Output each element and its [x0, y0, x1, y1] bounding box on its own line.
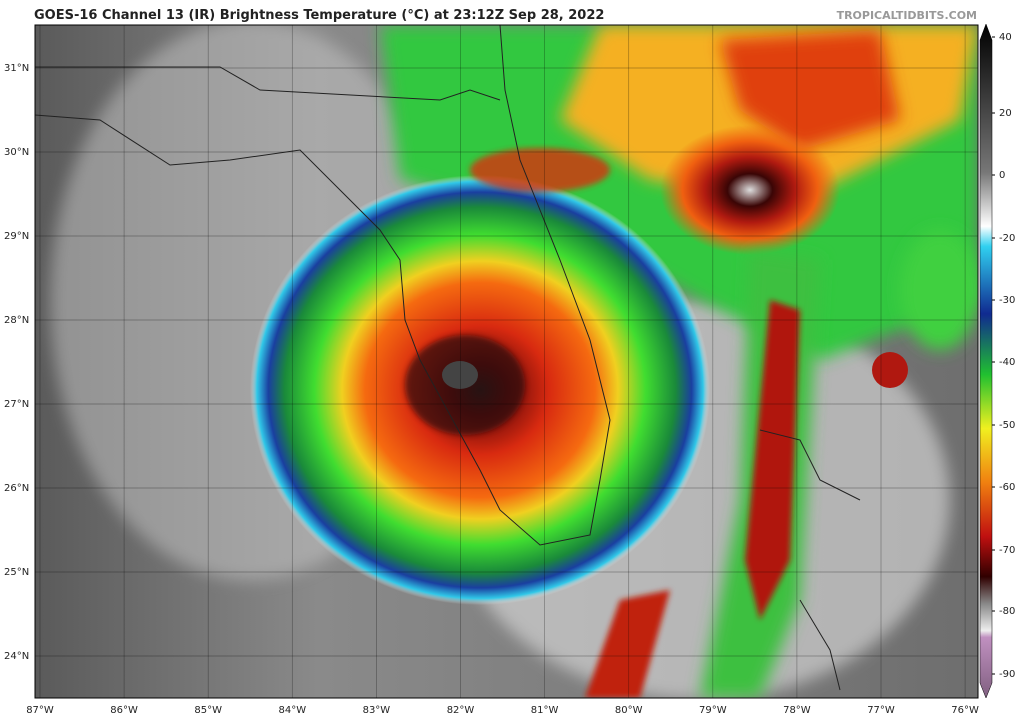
colorbar-label: -20: [999, 233, 1015, 244]
longitude-label: 87°W: [26, 705, 54, 716]
colorbar-label: -40: [999, 357, 1015, 368]
latitude-label: 30°N: [4, 147, 29, 158]
colorbar-label: -50: [999, 420, 1015, 431]
longitude-label: 86°W: [110, 705, 138, 716]
colorbar-label: -70: [999, 545, 1015, 556]
colorbar-label: 20: [999, 108, 1012, 119]
latitude-label: 25°N: [4, 567, 29, 578]
longitude-label: 82°W: [447, 705, 475, 716]
watermark: TROPICALTIDBITS.COM: [837, 9, 977, 22]
satellite-image: [35, 25, 978, 698]
colorbar-label: 40: [999, 32, 1012, 43]
latitude-label: 29°N: [4, 231, 29, 242]
longitude-label: 85°W: [194, 705, 222, 716]
longitude-label: 77°W: [867, 705, 895, 716]
latitude-label: 28°N: [4, 315, 29, 326]
longitude-label: 81°W: [531, 705, 559, 716]
latitude-label: 27°N: [4, 399, 29, 410]
colorbar-label: -90: [999, 669, 1015, 680]
longitude-label: 78°W: [783, 705, 811, 716]
longitude-label: 79°W: [699, 705, 727, 716]
longitude-label: 76°W: [951, 705, 979, 716]
colorbar-label: -60: [999, 482, 1015, 493]
longitude-label: 83°W: [363, 705, 391, 716]
latitude-label: 31°N: [4, 63, 29, 74]
latitude-label: 26°N: [4, 483, 29, 494]
colorbar-label: -30: [999, 295, 1015, 306]
map-frame: [34, 24, 979, 699]
colorbar-label: -80: [999, 606, 1015, 617]
longitude-label: 80°W: [615, 705, 643, 716]
longitude-label: 84°W: [278, 705, 306, 716]
title: GOES-16 Channel 13 (IR) Brightness Tempe…: [34, 8, 604, 23]
colorbar-label: 0: [999, 170, 1005, 181]
latitude-label: 24°N: [4, 651, 29, 662]
colorbar: [979, 23, 993, 699]
